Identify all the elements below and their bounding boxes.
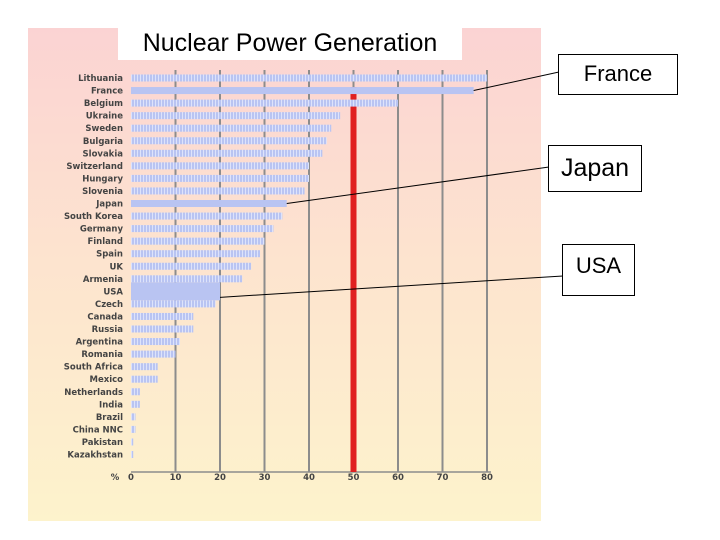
bar-mexico bbox=[131, 375, 158, 383]
leader-line-usa bbox=[219, 275, 564, 298]
x-tick-60: 60 bbox=[392, 473, 404, 483]
bar-japan bbox=[131, 200, 287, 207]
bar-china-nnc bbox=[131, 425, 136, 433]
category-label-france: France bbox=[91, 87, 123, 97]
bar-india bbox=[131, 400, 140, 408]
x-tick-30: 30 bbox=[259, 473, 271, 483]
category-label-south-korea: South Korea bbox=[64, 212, 123, 222]
bar-finland bbox=[131, 237, 265, 245]
category-label-japan: Japan bbox=[95, 200, 123, 210]
category-label-kazakhstan: Kazakhstan bbox=[67, 451, 123, 461]
bar-argentina bbox=[131, 338, 180, 346]
bar-south-africa bbox=[131, 363, 158, 371]
x-axis-unit-label: % bbox=[111, 473, 120, 483]
bar-spain bbox=[131, 250, 261, 258]
x-tick-80: 80 bbox=[481, 473, 493, 483]
category-label-brazil: Brazil bbox=[96, 413, 123, 423]
category-label-czech: Czech bbox=[95, 300, 123, 310]
x-tick-layer: 0 10 20 30 40 50 60 70 80% bbox=[111, 473, 493, 483]
bar-south-korea bbox=[131, 212, 283, 220]
category-label-bulgaria: Bulgaria bbox=[83, 137, 123, 147]
category-label-south-africa: South Africa bbox=[64, 363, 124, 373]
category-label-slovakia: Slovakia bbox=[83, 149, 124, 159]
category-label-ukraine: Ukraine bbox=[86, 112, 123, 122]
category-label-netherlands: Netherlands bbox=[64, 388, 123, 398]
bar-armenia bbox=[131, 275, 243, 283]
category-label-mexico: Mexico bbox=[90, 375, 124, 385]
x-tick-50: 50 bbox=[348, 473, 360, 483]
x-tick-0: 0 bbox=[128, 473, 134, 483]
x-tick-40: 40 bbox=[303, 473, 315, 483]
category-label-spain: Spain bbox=[96, 250, 123, 260]
bar-pakistan bbox=[131, 438, 134, 446]
x-tick-20: 20 bbox=[214, 473, 226, 483]
leader-line-japan bbox=[286, 166, 550, 204]
bar-romania bbox=[131, 350, 176, 358]
category-label-hungary: Hungary bbox=[82, 174, 123, 184]
bar-brazil bbox=[131, 413, 136, 421]
bar-slovenia bbox=[131, 187, 305, 195]
category-label-slovenia: Slovenia bbox=[82, 187, 123, 197]
category-label-layer: Lithuania France Belgium Ukraine Sweden Bulga… bbox=[64, 74, 124, 461]
x-tick-10: 10 bbox=[170, 473, 182, 483]
bar-sweden bbox=[131, 124, 332, 132]
grid-layer bbox=[131, 70, 491, 473]
slide-background bbox=[28, 28, 541, 521]
bar-hungary bbox=[131, 174, 309, 182]
bar-russia bbox=[131, 325, 194, 333]
category-label-switzerland: Switzerland bbox=[66, 162, 123, 172]
callout-japan: Japan bbox=[548, 145, 642, 192]
bar-switzerland bbox=[131, 162, 309, 170]
category-label-russia: Russia bbox=[92, 325, 124, 335]
bar-canada bbox=[131, 312, 194, 320]
callout-usa: USA bbox=[562, 244, 635, 296]
category-label-belgium: Belgium bbox=[84, 99, 123, 109]
callout-france: France bbox=[558, 54, 678, 95]
bar-netherlands bbox=[131, 388, 140, 396]
bar-lithuania bbox=[131, 74, 487, 82]
bar-slovakia bbox=[131, 149, 323, 157]
bar-france bbox=[131, 87, 474, 95]
category-label-romania: Romania bbox=[81, 350, 123, 360]
bar-usa bbox=[131, 282, 220, 301]
category-label-finland: Finland bbox=[87, 237, 123, 247]
bar-ukraine bbox=[131, 112, 341, 120]
category-label-canada: Canada bbox=[87, 312, 123, 322]
category-label-argentina: Argentina bbox=[76, 338, 124, 348]
bar-belgium bbox=[131, 99, 398, 107]
category-label-usa: USA bbox=[103, 287, 123, 297]
category-label-india: India bbox=[99, 400, 123, 410]
category-label-sweden: Sweden bbox=[85, 124, 123, 134]
bar-germany bbox=[131, 225, 274, 233]
category-label-pakistan: Pakistan bbox=[82, 438, 123, 448]
bar-uk bbox=[131, 262, 252, 270]
x-tick-70: 70 bbox=[437, 473, 449, 483]
chart-title: Nuclear Power Generation bbox=[118, 26, 462, 60]
category-label-china-nnc: China NNC bbox=[73, 425, 123, 435]
category-label-armenia: Armenia bbox=[83, 275, 123, 285]
bar-layer bbox=[131, 74, 487, 458]
category-label-uk: UK bbox=[110, 262, 124, 272]
category-label-germany: Germany bbox=[80, 225, 124, 235]
bar-czech bbox=[131, 300, 216, 308]
category-label-lithuania: Lithuania bbox=[78, 74, 123, 84]
leader-line-france bbox=[473, 71, 560, 92]
bar-bulgaria bbox=[131, 137, 327, 145]
bar-kazakhstan bbox=[131, 451, 134, 458]
callout-leader-layer bbox=[219, 71, 564, 298]
